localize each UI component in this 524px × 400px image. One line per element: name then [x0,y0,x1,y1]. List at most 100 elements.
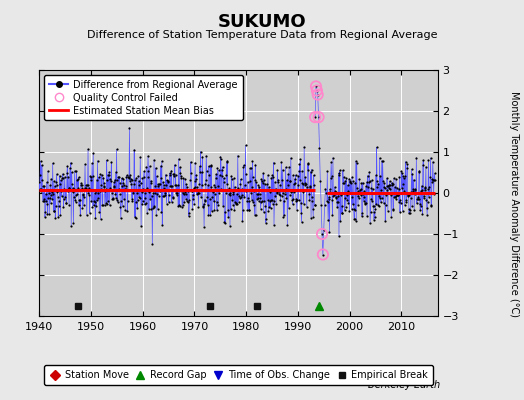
Point [132,174,140,181]
Point [233,190,241,197]
Point [150,204,159,210]
Point [307,168,315,175]
Point [152,173,161,179]
Point [95,174,103,180]
Point [267,197,275,204]
Point [130,214,139,220]
Point [379,178,387,184]
Point [138,175,147,182]
Point [344,188,352,194]
Point [147,178,155,184]
Point [224,191,233,197]
Point [332,188,341,195]
Point [122,174,130,180]
Point [295,168,303,174]
Point [280,198,288,204]
Point [93,196,101,203]
Point [262,215,270,222]
Point [92,176,101,183]
Point [245,198,253,204]
Point [358,213,366,219]
Point [377,187,386,193]
Point [82,185,91,191]
Point [336,167,344,174]
Point [383,182,391,189]
Point [183,184,191,190]
Text: 2010: 2010 [387,322,416,332]
Point [190,201,199,208]
Point [305,197,313,204]
Point [96,171,104,178]
Point [269,174,277,180]
Point [165,192,173,198]
Point [271,179,279,185]
Point [101,202,109,208]
Point [309,213,318,220]
Point [305,191,313,197]
Point [379,200,388,206]
Point [320,227,328,233]
Point [140,201,149,208]
Point [92,188,100,194]
Point [41,190,50,197]
Point [273,190,281,196]
Point [346,190,355,196]
Point [79,191,87,197]
Point [249,173,257,180]
Point [363,213,372,219]
Point [300,180,309,186]
Point [356,192,365,198]
Point [58,193,66,199]
Point [181,176,189,182]
Point [236,180,245,187]
Point [127,196,136,202]
Point [225,192,234,198]
Point [50,178,58,184]
Point [188,188,196,194]
Point [406,207,414,213]
Point [76,212,84,218]
Point [111,176,119,183]
Point [144,174,152,180]
Point [380,185,389,191]
Point [280,191,289,197]
Point [246,178,255,184]
Point [40,196,48,203]
Point [59,204,68,210]
Point [149,190,157,196]
Point [259,209,268,216]
Point [179,175,188,182]
Point [105,202,114,208]
Point [386,186,395,192]
Point [308,194,316,200]
Point [400,175,408,182]
Point [148,241,157,247]
Point [231,198,239,205]
Point [404,192,412,198]
Point [173,182,182,188]
Point [166,183,174,189]
Point [319,251,327,258]
Point [374,180,383,187]
Point [253,191,261,197]
Point [247,165,255,171]
Point [417,203,425,209]
Point [72,192,80,198]
Point [232,200,240,207]
Point [298,219,306,226]
Point [307,214,315,221]
Point [244,195,252,201]
Point [261,203,269,210]
Point [375,202,383,209]
Point [131,176,139,183]
Point [421,187,429,193]
Point [217,166,226,173]
Point [81,186,90,192]
Point [215,190,223,196]
Point [248,196,256,203]
Point [266,205,275,211]
Point [276,182,284,188]
Point [141,190,149,196]
Point [297,210,305,216]
Point [355,190,364,196]
